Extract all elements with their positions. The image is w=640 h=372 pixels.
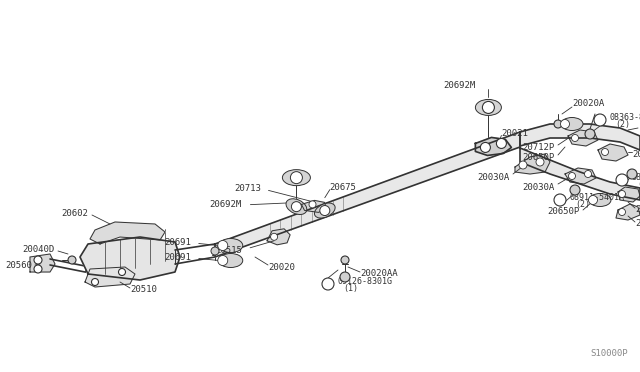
- Text: (2): (2): [575, 199, 590, 208]
- Polygon shape: [520, 148, 640, 200]
- Polygon shape: [85, 267, 135, 287]
- Text: 20020: 20020: [268, 263, 295, 272]
- Circle shape: [554, 120, 562, 128]
- Circle shape: [483, 102, 494, 113]
- Polygon shape: [80, 237, 180, 280]
- Polygon shape: [598, 144, 628, 161]
- Ellipse shape: [476, 99, 501, 115]
- Circle shape: [627, 169, 637, 179]
- Ellipse shape: [314, 203, 335, 218]
- Ellipse shape: [286, 199, 307, 215]
- Circle shape: [616, 174, 628, 186]
- Text: 20711Q: 20711Q: [632, 150, 640, 158]
- Ellipse shape: [282, 170, 310, 186]
- Polygon shape: [568, 130, 598, 146]
- Polygon shape: [215, 132, 520, 257]
- Circle shape: [118, 269, 125, 276]
- Text: S10000P: S10000P: [590, 350, 628, 359]
- Text: 20030A: 20030A: [635, 219, 640, 228]
- Circle shape: [585, 129, 595, 139]
- Circle shape: [271, 233, 278, 240]
- Polygon shape: [267, 229, 290, 245]
- Text: 20692M: 20692M: [444, 81, 476, 90]
- Text: (2): (2): [637, 180, 640, 189]
- Polygon shape: [618, 187, 640, 202]
- Text: 20650P: 20650P: [548, 208, 580, 217]
- Text: 20560: 20560: [5, 262, 32, 270]
- Text: 08363-8201D: 08363-8201D: [631, 173, 640, 182]
- Text: 20712P: 20712P: [523, 142, 555, 151]
- Circle shape: [291, 202, 301, 212]
- Text: B: B: [598, 115, 602, 125]
- Text: 20692M: 20692M: [209, 200, 241, 209]
- Text: 20691: 20691: [164, 238, 191, 247]
- Ellipse shape: [561, 118, 583, 131]
- Text: 20713: 20713: [235, 184, 262, 193]
- Ellipse shape: [219, 253, 243, 267]
- Circle shape: [322, 278, 334, 290]
- Text: 20650P: 20650P: [523, 153, 555, 161]
- Polygon shape: [515, 154, 550, 174]
- Text: 20020A: 20020A: [572, 99, 604, 109]
- Circle shape: [572, 135, 579, 141]
- Text: 20602: 20602: [61, 209, 88, 218]
- Circle shape: [497, 138, 506, 148]
- Ellipse shape: [219, 238, 243, 253]
- Circle shape: [340, 272, 350, 282]
- Text: 20020AA: 20020AA: [360, 269, 397, 279]
- Text: 20030A: 20030A: [523, 183, 555, 192]
- Ellipse shape: [589, 193, 611, 206]
- Text: 20691: 20691: [164, 253, 191, 262]
- Text: 20515: 20515: [215, 246, 242, 255]
- Circle shape: [218, 241, 228, 250]
- Circle shape: [320, 206, 330, 215]
- Circle shape: [594, 114, 606, 126]
- Polygon shape: [30, 254, 55, 272]
- Polygon shape: [301, 201, 326, 212]
- Circle shape: [309, 201, 316, 208]
- Text: 20712PA: 20712PA: [635, 205, 640, 215]
- Circle shape: [602, 148, 609, 155]
- Text: 09126-8301G: 09126-8301G: [337, 276, 392, 285]
- Circle shape: [536, 158, 544, 166]
- Circle shape: [291, 171, 302, 184]
- Circle shape: [618, 208, 625, 215]
- Circle shape: [570, 185, 580, 195]
- Circle shape: [589, 196, 598, 205]
- Text: (1): (1): [343, 283, 358, 292]
- Text: N: N: [557, 196, 563, 205]
- Polygon shape: [90, 222, 165, 244]
- Circle shape: [68, 256, 76, 264]
- Circle shape: [618, 190, 625, 198]
- Text: 20675: 20675: [330, 183, 356, 192]
- Text: B: B: [326, 279, 330, 289]
- Text: 08911-5401A: 08911-5401A: [569, 192, 624, 202]
- Circle shape: [561, 119, 570, 128]
- Circle shape: [341, 256, 349, 264]
- Circle shape: [218, 256, 228, 266]
- Text: 20510: 20510: [130, 285, 157, 295]
- Circle shape: [34, 265, 42, 273]
- Circle shape: [568, 173, 575, 180]
- Circle shape: [584, 170, 591, 177]
- Polygon shape: [520, 124, 640, 150]
- Circle shape: [481, 142, 490, 153]
- Text: (2): (2): [615, 121, 630, 129]
- Polygon shape: [616, 204, 640, 220]
- Text: 08363-8201D: 08363-8201D: [609, 112, 640, 122]
- Text: 20030A: 20030A: [477, 173, 510, 182]
- Circle shape: [519, 161, 527, 169]
- Polygon shape: [476, 137, 511, 155]
- Circle shape: [554, 194, 566, 206]
- Circle shape: [211, 247, 219, 255]
- Circle shape: [34, 256, 42, 264]
- Circle shape: [92, 279, 99, 285]
- Text: 20040D: 20040D: [23, 244, 55, 253]
- Polygon shape: [565, 168, 596, 184]
- Text: S: S: [620, 176, 624, 185]
- Text: 20021: 20021: [501, 129, 528, 138]
